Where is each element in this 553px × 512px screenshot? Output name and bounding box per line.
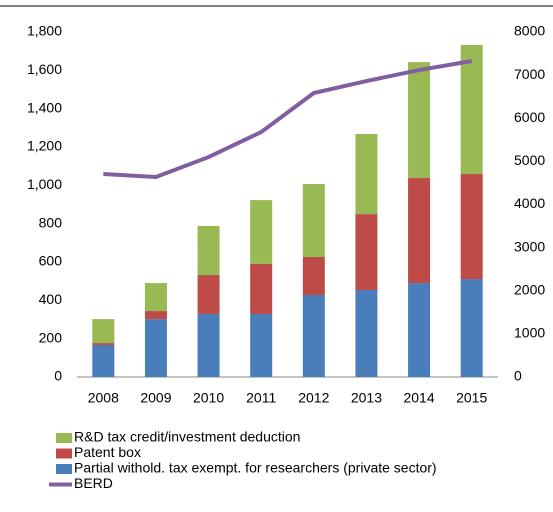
y2-tick-label: 0 xyxy=(514,368,522,384)
x-tick-label: 2008 xyxy=(88,390,119,406)
bar-segment xyxy=(197,225,220,276)
y2-tick-label: 2000 xyxy=(514,281,545,297)
legend-label: R&D tax credit/investment deduction xyxy=(74,429,300,445)
legend-label: Partial withold. tax exempt. for researc… xyxy=(74,460,437,476)
y-tick-label: 1,600 xyxy=(27,61,62,77)
bar-segment xyxy=(197,275,220,314)
bar-segment xyxy=(144,311,167,320)
y-tick-label: 400 xyxy=(39,291,63,307)
x-tick-label: 2009 xyxy=(140,390,171,406)
y2-tick-label: 6000 xyxy=(514,109,545,125)
x-tick-label: 2015 xyxy=(456,390,487,406)
x-tick-label: 2013 xyxy=(351,390,382,406)
y-tick-label: 800 xyxy=(39,214,63,230)
bar-segment xyxy=(408,283,431,377)
bar-segment xyxy=(92,319,115,344)
bar-segment xyxy=(460,45,483,175)
legend-swatch xyxy=(56,448,72,459)
y-tick-label: 600 xyxy=(39,253,63,269)
bar-segment xyxy=(250,263,273,314)
y-tick-label: 200 xyxy=(39,329,63,345)
y2-tick-label: 1000 xyxy=(514,325,545,341)
bar-segment xyxy=(355,133,378,215)
bar-segment xyxy=(302,257,325,295)
bar-segment xyxy=(144,319,167,377)
legend-swatch xyxy=(56,433,72,443)
x-tick-label: 2011 xyxy=(246,390,276,406)
y2-tick-label: 5000 xyxy=(514,152,545,168)
bar-segment xyxy=(355,214,378,290)
y2-tick-label: 8000 xyxy=(514,23,545,39)
bar-segment xyxy=(460,174,483,280)
bar-segment xyxy=(408,62,431,179)
legend-label: Patent box xyxy=(74,444,141,460)
bar-segment xyxy=(92,343,115,345)
bar-segment xyxy=(302,183,325,258)
bar-segment xyxy=(250,200,273,264)
bar-segment xyxy=(144,283,167,312)
bar-segment xyxy=(408,178,431,284)
legend-swatch xyxy=(56,464,72,474)
x-tick-label: 2010 xyxy=(193,390,224,406)
x-tick-label: 2014 xyxy=(403,390,434,406)
y-tick-label: 1,200 xyxy=(27,138,62,154)
bar-segment xyxy=(460,279,483,377)
legend-label: BERD xyxy=(74,475,113,491)
y-tick-label: 1,000 xyxy=(27,176,62,192)
y-tick-label: 1,800 xyxy=(27,23,62,39)
y-tick-label: 1,400 xyxy=(27,99,62,115)
bar-segment xyxy=(197,313,220,377)
bar-segment xyxy=(355,289,378,377)
bar-segment xyxy=(250,313,273,377)
y-tick-label: 0 xyxy=(54,368,62,384)
y2-tick-label: 7000 xyxy=(514,66,545,82)
bar-segment xyxy=(302,294,325,377)
line xyxy=(103,59,473,180)
y2-tick-label: 3000 xyxy=(514,238,545,254)
bar-segment xyxy=(92,344,115,377)
y2-tick-label: 4000 xyxy=(514,195,545,211)
x-tick-label: 2012 xyxy=(298,390,329,406)
